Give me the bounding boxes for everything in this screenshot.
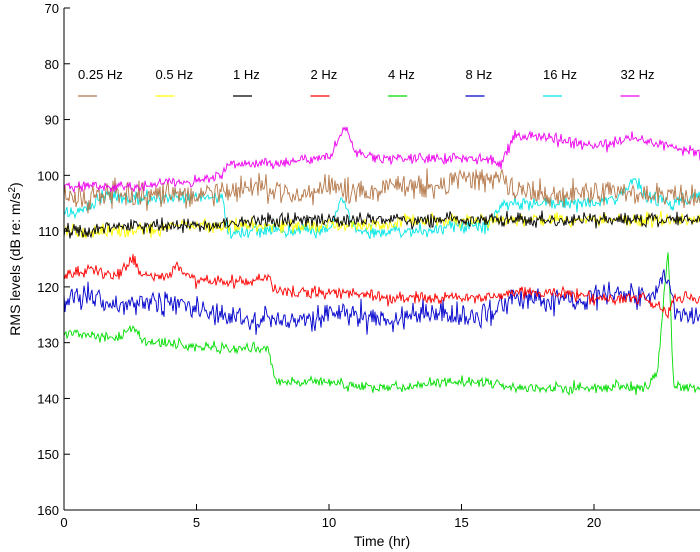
x-tick-label: 15 — [454, 515, 468, 530]
legend-label: 8 Hz — [466, 67, 493, 82]
y-tick-label: 80 — [45, 57, 59, 72]
x-tick-label: 20 — [587, 515, 601, 530]
y-tick-label: 130 — [37, 336, 59, 351]
y-tick-label: 110 — [38, 224, 59, 239]
series-line-4-hz — [63, 252, 700, 397]
legend-label: 32 Hz — [621, 67, 655, 82]
legend-label: 0.5 Hz — [156, 67, 194, 82]
y-tick-label: 90 — [45, 113, 59, 128]
series-line-8-hz — [63, 269, 700, 335]
series-line-0-25-hz — [63, 168, 700, 214]
x-tick-label: 10 — [322, 515, 336, 530]
series-line-32-hz — [63, 126, 700, 194]
y-tick-label: 120 — [37, 280, 59, 295]
plot-area — [64, 8, 700, 510]
series-line-0-5-hz — [63, 210, 700, 239]
y-axis-title: RMS levels (dB re: m/s2) — [7, 182, 23, 335]
legend-label: 16 Hz — [543, 67, 577, 82]
legend: 0.25 Hz 0.5 Hz 1 Hz 2 Hz 4 Hz 8 Hz 16 Hz 32 Hz — [78, 67, 655, 97]
legend-label: 1 Hz — [233, 67, 260, 82]
series-line-2-hz — [63, 254, 700, 320]
legend-label: 4 Hz — [388, 67, 415, 82]
y-tick-label: 150 — [37, 447, 59, 462]
legend-label: 0.25 Hz — [78, 67, 123, 82]
legend-label: 2 Hz — [311, 67, 338, 82]
series-layer — [63, 126, 700, 397]
y-tick-label: 70 — [45, 1, 59, 16]
x-axis-title: Time (hr) — [354, 533, 410, 549]
x-tick-label: 0 — [60, 515, 67, 530]
y-tick-label: 160 — [37, 503, 59, 518]
y-tick-label: 140 — [37, 391, 59, 406]
y-tick-label: 100 — [37, 168, 59, 183]
series-line-1-hz — [63, 210, 700, 239]
y-axis-title-superscript: 2 — [7, 187, 18, 193]
x-tick-label: 5 — [193, 515, 200, 530]
